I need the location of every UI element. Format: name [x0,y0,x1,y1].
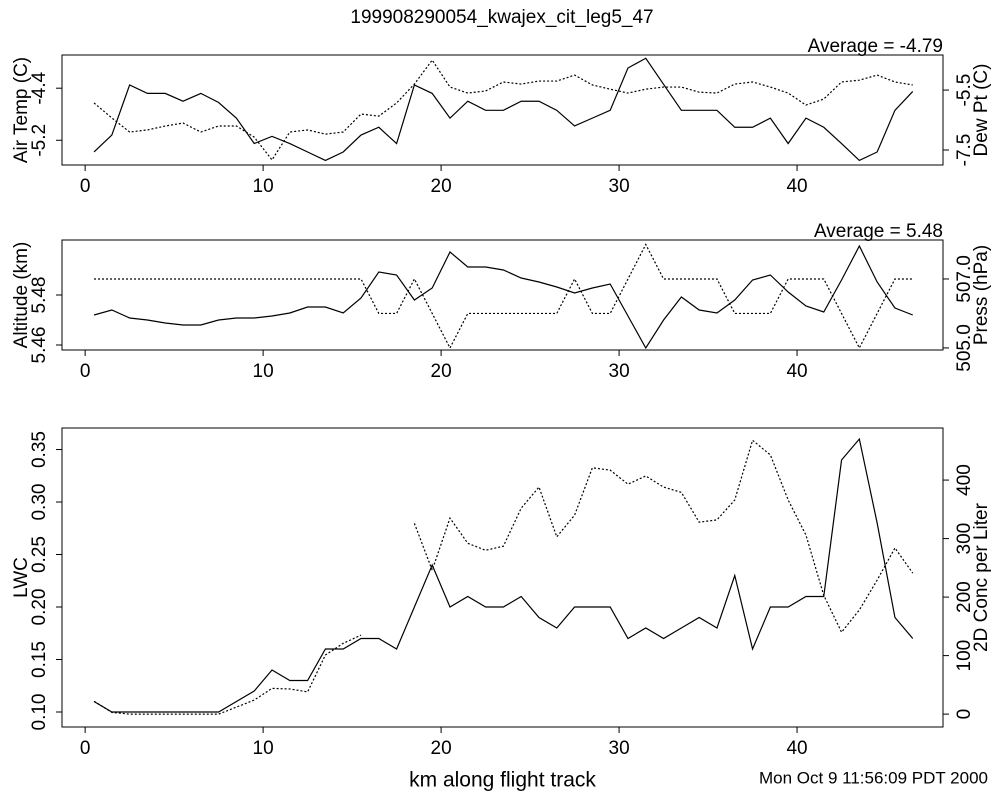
y-tick-label: 5.48 [29,277,50,314]
y-tick-label: 0.10 [29,693,50,730]
y2-tick-label: -7.5 [954,134,975,167]
y-tick-label: -4.4 [29,71,50,104]
y2-tick-label: 200 [954,581,975,613]
x-tick-label: 40 [786,361,807,382]
y-axis-label: Air Temp (C) [11,57,32,163]
x-tick-label: 20 [431,738,452,759]
x-tick-label: 30 [609,361,630,382]
data-line [93,437,914,713]
x-tick-label: 30 [609,176,630,197]
x-tick-label: 0 [80,176,91,197]
x-tick-label: 40 [786,738,807,759]
y2-tick-label: 507.0 [954,255,975,303]
chart-title: 199908290054_kwajex_cit_leg5_47 [350,7,653,28]
x-tick-label: 30 [609,738,630,759]
y-tick-label: 0.15 [29,641,50,678]
data-line [93,57,914,162]
x-tick-label: 10 [253,738,274,759]
y-axis-label: LWC [11,557,32,598]
y2-tick-label: 0 [954,709,975,720]
y2-tick-label: 400 [954,464,975,496]
data-line [93,244,913,350]
y2-axis-label: 2D Conc per Liter [971,502,992,652]
y2-tick-label: -5.5 [954,74,975,107]
x-tick-label: 10 [253,176,274,197]
y-tick-label: 0.25 [29,536,50,573]
y-tick-label: 0.35 [29,431,50,468]
y2-tick-label: 100 [954,640,975,672]
plot-frame [61,427,944,728]
data-line [93,634,362,715]
x-axis-label: km along flight track [409,769,596,792]
data-line [413,439,914,634]
y2-tick-label: 505.0 [954,324,975,372]
y2-axis-label: Press (hPa) [971,245,992,345]
x-tick-label: 20 [431,176,452,197]
y2-tick-label: 300 [954,523,975,555]
x-tick-label: 0 [80,361,91,382]
average-annotation: Average = 5.48 [814,221,943,242]
y-tick-label: -5.2 [29,124,50,157]
x-tick-label: 40 [786,176,807,197]
x-tick-label: 20 [431,361,452,382]
average-annotation: Average = -4.79 [808,36,943,57]
y-tick-label: 5.46 [29,327,50,364]
y-axis-label: Altitude (km) [11,242,32,349]
x-tick-label: 10 [253,361,274,382]
y-tick-label: 0.30 [29,484,50,521]
timestamp: Mon Oct 9 11:56:09 PDT 2000 [759,768,988,787]
x-tick-label: 0 [80,738,91,759]
data-line [94,243,913,350]
plot-frame [61,239,944,351]
y2-axis-label: Dew Pt (C) [971,64,992,157]
plot-frame [61,54,944,166]
y-tick-label: 0.20 [29,589,50,626]
